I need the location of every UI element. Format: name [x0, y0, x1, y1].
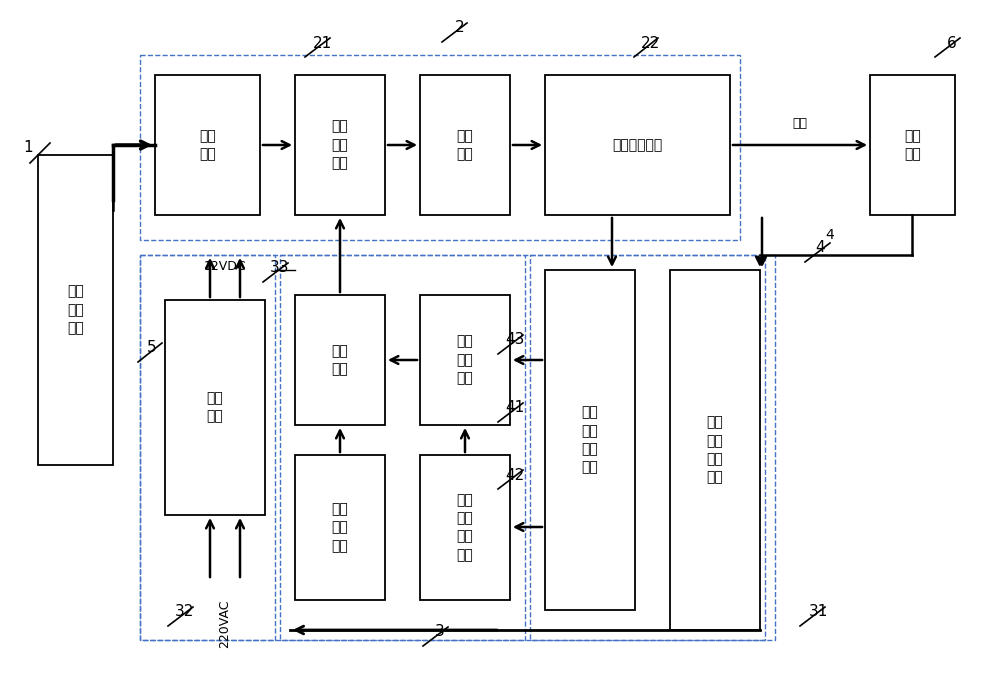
- Bar: [140, 255, 275, 640]
- Bar: [155, 75, 260, 215]
- Bar: [420, 295, 510, 425]
- Bar: [420, 75, 510, 215]
- Bar: [870, 75, 955, 215]
- Text: 2: 2: [455, 20, 465, 36]
- Text: 常规
恒压
模块: 常规 恒压 模块: [332, 502, 348, 553]
- Text: 驱动
电路: 驱动 电路: [457, 129, 473, 161]
- Bar: [670, 270, 760, 630]
- Text: 电源
供应
装置: 电源 供应 装置: [67, 284, 84, 336]
- Text: 32: 32: [175, 605, 195, 619]
- Bar: [165, 300, 265, 515]
- Bar: [140, 55, 740, 240]
- Text: 阈值
整定
识别
单元: 阈值 整定 识别 单元: [457, 493, 473, 562]
- Text: 12VDC: 12VDC: [204, 260, 246, 273]
- Text: 43: 43: [505, 332, 525, 348]
- Text: 31: 31: [808, 605, 828, 619]
- Text: 高压输出电路: 高压输出电路: [612, 138, 663, 152]
- Text: 3: 3: [435, 625, 445, 640]
- Text: 21: 21: [312, 36, 332, 51]
- Text: 弱电
电源: 弱电 电源: [207, 392, 223, 424]
- Bar: [295, 75, 385, 215]
- Bar: [140, 255, 765, 640]
- Text: 22: 22: [640, 36, 660, 51]
- Text: 4: 4: [825, 228, 834, 242]
- Bar: [295, 295, 385, 425]
- Text: 6: 6: [947, 36, 957, 51]
- Text: 41: 41: [505, 400, 525, 415]
- Bar: [545, 270, 635, 610]
- Bar: [295, 455, 385, 600]
- Bar: [280, 255, 525, 640]
- Text: 33: 33: [270, 260, 290, 276]
- Text: 加法
电路: 加法 电路: [332, 344, 348, 376]
- Bar: [420, 455, 510, 600]
- Bar: [38, 155, 113, 465]
- Text: 42: 42: [505, 468, 525, 483]
- Text: 输出
电压
检测
单元: 输出 电压 检测 单元: [707, 415, 723, 485]
- Bar: [530, 255, 775, 640]
- Text: 振荡
电路: 振荡 电路: [199, 129, 216, 161]
- Text: 1: 1: [23, 140, 33, 156]
- Text: 补偿
回滞
单元: 补偿 回滞 单元: [457, 334, 473, 386]
- Text: 负载
装置: 负载 装置: [904, 129, 921, 161]
- Text: 输出
电流
检测
单元: 输出 电流 检测 单元: [582, 405, 598, 474]
- Bar: [545, 75, 730, 215]
- Text: 5: 5: [147, 340, 157, 355]
- Text: 高压: 高压: [792, 117, 808, 130]
- Text: 功率
调节
单元: 功率 调节 单元: [332, 119, 348, 171]
- Text: 220VAC: 220VAC: [218, 600, 232, 648]
- Text: 4: 4: [815, 241, 825, 255]
